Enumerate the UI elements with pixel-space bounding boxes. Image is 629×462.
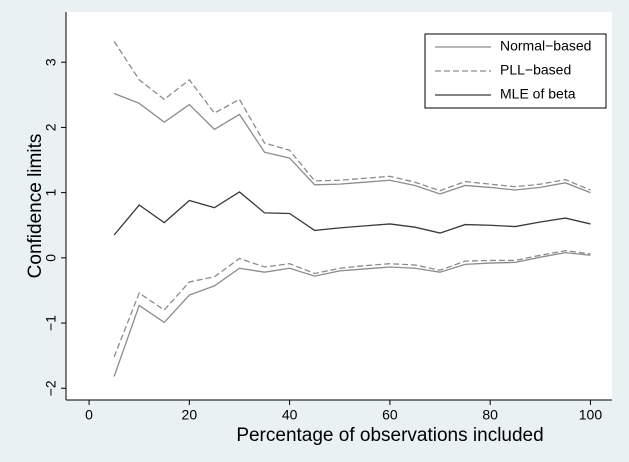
x-tick-label: 40 <box>282 407 298 423</box>
x-tick-label: 100 <box>579 407 603 423</box>
x-tick-label: 0 <box>85 407 93 423</box>
y-tick-label: 3 <box>43 58 59 66</box>
series-line <box>113 92 591 195</box>
y-tick-label: 0 <box>43 254 59 262</box>
y-tick-label: −2 <box>43 380 59 396</box>
x-tick-label: 60 <box>382 407 398 423</box>
x-tick-label: 20 <box>182 407 198 423</box>
x-axis-title: Percentage of observations included <box>236 425 543 446</box>
series-line <box>113 250 591 358</box>
y-tick-label: −1 <box>43 315 59 331</box>
series-line <box>113 191 591 236</box>
x-tick-label: 80 <box>482 407 498 423</box>
series-line <box>113 251 591 377</box>
legend-label: MLE of beta <box>500 86 576 102</box>
series-line <box>113 40 591 192</box>
y-tick-label: 2 <box>43 123 59 131</box>
legend-label: Normal−based <box>500 38 591 54</box>
y-tick-label: 1 <box>43 189 59 197</box>
y-axis-title: Confidence limits <box>25 134 46 279</box>
legend-label: PLL−based <box>500 62 571 78</box>
